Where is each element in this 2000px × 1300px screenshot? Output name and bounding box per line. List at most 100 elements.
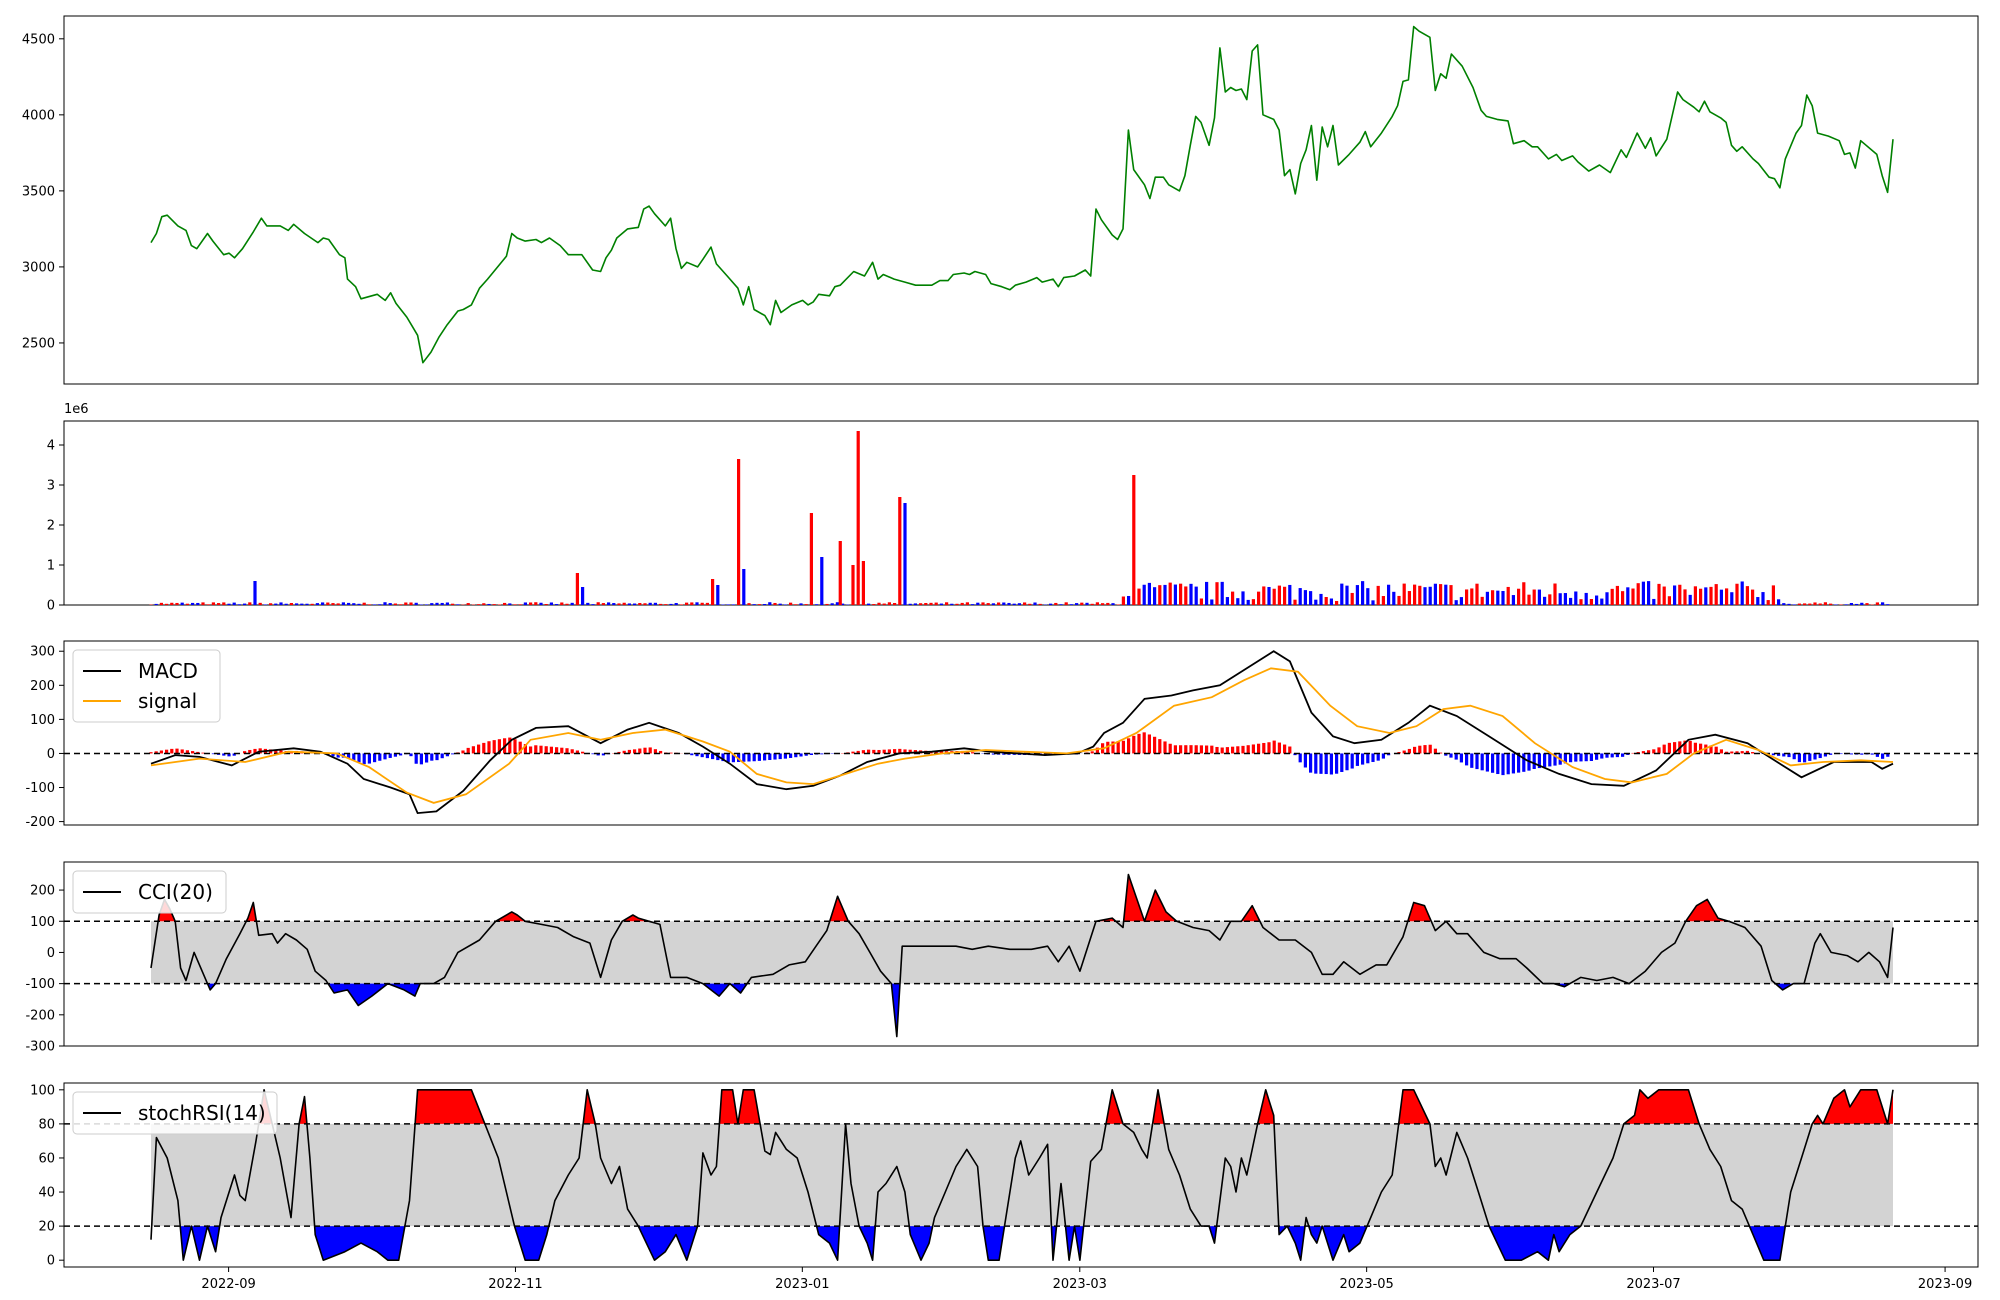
macd-histogram-bar <box>1803 753 1807 763</box>
macd-histogram-bar <box>695 753 699 757</box>
volume-bar <box>497 604 501 605</box>
volume-bar <box>1080 602 1084 605</box>
volume-bar <box>1199 598 1203 605</box>
volume-bar <box>243 603 247 605</box>
macd-histogram-bar <box>596 753 600 756</box>
macd-histogram-bar <box>1329 753 1333 775</box>
macd-histogram-bar <box>1314 753 1318 774</box>
macd-histogram-bar <box>1569 753 1573 763</box>
volume-bar <box>809 513 813 605</box>
volume-bar <box>1647 581 1651 605</box>
x-axis-tick-label: 2022-09 <box>201 1277 255 1292</box>
volume-bar <box>154 603 158 605</box>
macd-histogram-bar <box>1797 753 1801 763</box>
macd-histogram-bar <box>643 747 647 754</box>
macd-histogram-bar <box>877 749 881 754</box>
volume-bar <box>586 602 590 605</box>
volume-bar <box>1537 589 1541 605</box>
volume-bar <box>404 602 408 605</box>
volume-bar <box>1402 583 1406 605</box>
macd-histogram-bar <box>669 752 673 754</box>
macd-histogram-bar <box>227 753 231 757</box>
volume-bar <box>487 603 491 605</box>
macd-histogram-bar <box>419 753 423 765</box>
cci-overbought-fill <box>829 896 849 922</box>
macd-histogram-bar <box>1132 735 1136 754</box>
macd-histogram-bar <box>1579 753 1583 762</box>
volume-bar <box>1449 585 1453 605</box>
volume-bar <box>1340 583 1344 605</box>
volume-bar <box>1314 599 1318 605</box>
volume-bar <box>1090 603 1094 605</box>
volume-bar <box>872 604 876 605</box>
macd-histogram-bar <box>1522 753 1526 772</box>
volume-axis-ytick-label: 3 <box>47 479 55 494</box>
macd-histogram-bar <box>1251 744 1255 754</box>
volume-bar <box>1881 602 1885 605</box>
volume-bar <box>1407 591 1411 605</box>
volume-bar <box>206 604 210 605</box>
volume-bar <box>1610 588 1614 605</box>
macd-histogram-bar <box>1459 753 1463 763</box>
volume-bar <box>1168 582 1172 605</box>
volume-bar <box>570 602 574 605</box>
price-line <box>150 25 1894 364</box>
volume-bar <box>752 604 756 605</box>
rsi-axis-ytick-label: 20 <box>38 1220 55 1235</box>
macd-histogram-bar <box>492 740 496 754</box>
price-axis-ytick-label: 2500 <box>22 336 55 351</box>
macd-histogram-bar <box>1881 753 1885 759</box>
macd-histogram-bar <box>1548 753 1552 767</box>
volume-bar <box>232 602 236 605</box>
macd-histogram-bar <box>570 749 574 754</box>
volume-bar <box>393 603 397 605</box>
volume-bar <box>1147 582 1151 605</box>
macd-legend: MACD signal <box>72 649 221 723</box>
volume-bar <box>1387 584 1391 605</box>
macd-histogram-bar <box>1402 750 1406 754</box>
macd-histogram-bar <box>1543 753 1547 768</box>
volume-bar <box>445 602 449 605</box>
volume-bar <box>1569 597 1573 605</box>
volume-bar <box>185 603 189 605</box>
volume-bar <box>778 603 782 605</box>
volume-bar <box>1335 600 1339 605</box>
macd-histogram-bar <box>1485 753 1489 772</box>
volume-bar <box>1267 586 1271 605</box>
volume-bar <box>1574 591 1578 605</box>
volume-bar <box>1173 584 1177 605</box>
volume-bar <box>757 604 761 605</box>
macd-histogram-bar <box>383 753 387 760</box>
macd-histogram-bar <box>471 746 475 754</box>
macd-histogram-bar <box>165 749 169 754</box>
volume-bar <box>971 604 975 605</box>
volume-bar <box>898 497 902 605</box>
volume-bar <box>1366 588 1370 605</box>
volume-bar <box>887 602 891 605</box>
volume-bar <box>882 603 886 605</box>
x-axis-tick-label: 2023-07 <box>1626 1277 1680 1292</box>
macd-histogram-bar <box>1246 745 1250 754</box>
volume-bar <box>960 602 964 605</box>
macd-axis-ytick-label: -200 <box>25 815 55 830</box>
volume-bar <box>653 602 657 605</box>
macd-histogram-bar <box>1657 747 1661 754</box>
volume-bar <box>529 602 533 605</box>
volume-bar <box>310 603 314 605</box>
volume-bar <box>503 602 507 605</box>
volume-bar <box>867 603 871 605</box>
macd-histogram-bar <box>882 749 886 754</box>
volume-bar <box>669 603 673 605</box>
volume-bar <box>773 602 777 605</box>
price-panel-frame <box>63 15 1979 385</box>
macd-histogram-bar <box>1517 753 1521 773</box>
volume-bar <box>1038 603 1042 605</box>
volume-bar <box>1652 598 1656 605</box>
volume-bar <box>1262 586 1266 605</box>
volume-bar <box>1808 603 1812 605</box>
volume-bar <box>217 603 221 605</box>
macd-histogram-bar <box>336 753 340 758</box>
volume-offset-label: 1e6 <box>64 402 89 417</box>
volume-bar <box>1433 583 1437 605</box>
cci-axis-ytick-label: 0 <box>47 946 55 961</box>
